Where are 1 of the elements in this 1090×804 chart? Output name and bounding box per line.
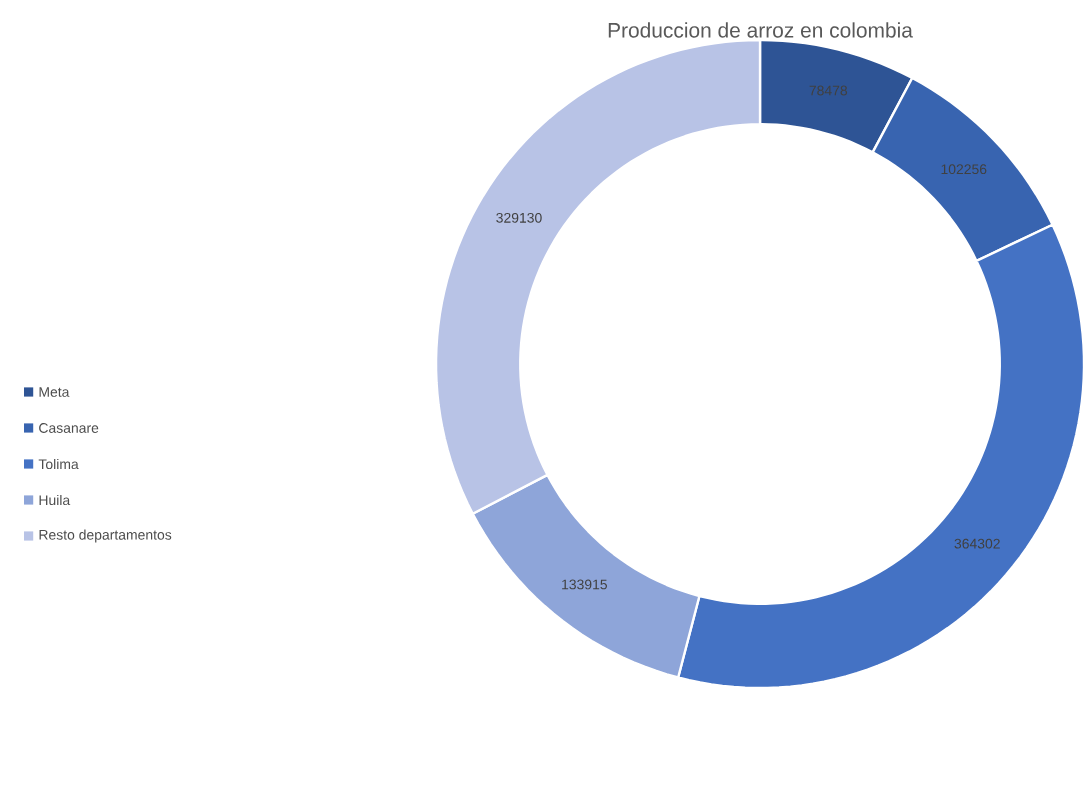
chart-title: Produccion de arroz en colombia [608, 22, 913, 38]
